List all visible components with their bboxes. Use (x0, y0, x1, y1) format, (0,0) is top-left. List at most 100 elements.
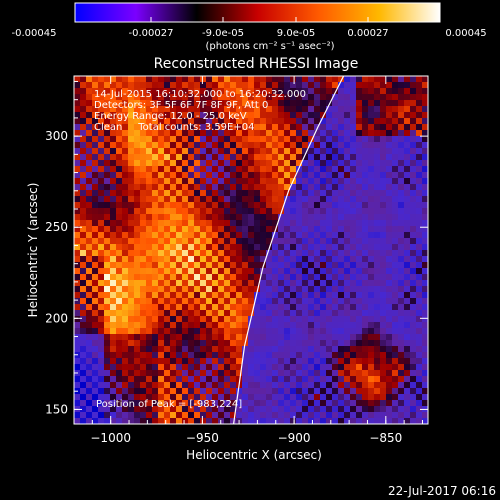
heatmap-pixel (188, 94, 195, 101)
heatmap-pixel (242, 106, 249, 113)
heatmap-pixel (194, 244, 201, 251)
heatmap-pixel (152, 136, 159, 143)
heatmap-pixel (284, 106, 291, 113)
heatmap-pixel (242, 388, 249, 395)
heatmap-pixel (392, 412, 399, 419)
heatmap-pixel (338, 388, 345, 395)
heatmap-pixel (236, 148, 243, 155)
heatmap-pixel (326, 136, 333, 143)
heatmap-pixel (116, 268, 123, 275)
heatmap-pixel (344, 244, 351, 251)
heatmap-pixel (368, 112, 375, 119)
heatmap-pixel (368, 292, 375, 299)
heatmap-pixel (254, 220, 261, 227)
heatmap-pixel (302, 406, 309, 413)
heatmap-pixel (290, 238, 297, 245)
heatmap-pixel (350, 160, 357, 167)
heatmap-pixel (164, 388, 171, 395)
heatmap-pixel (260, 250, 267, 257)
heatmap-pixel (362, 328, 369, 335)
heatmap-pixel (224, 370, 231, 377)
heatmap-pixel (374, 142, 381, 149)
heatmap-pixel (266, 160, 273, 167)
heatmap-pixel (128, 124, 135, 131)
heatmap-pixel (344, 328, 351, 335)
heatmap-pixel (122, 214, 129, 221)
heatmap-pixel (128, 316, 135, 323)
heatmap-pixel (140, 112, 147, 119)
heatmap-pixel (218, 346, 225, 353)
heatmap-pixel (398, 124, 405, 131)
heatmap-pixel (356, 106, 363, 113)
heatmap-pixel (410, 364, 417, 371)
heatmap-pixel (224, 82, 231, 89)
heatmap-pixel (158, 166, 165, 173)
heatmap-pixel (176, 268, 183, 275)
heatmap-pixel (380, 382, 387, 389)
heatmap-pixel (320, 376, 327, 383)
heatmap-pixel (236, 250, 243, 257)
heatmap-pixel (266, 394, 273, 401)
heatmap-pixel (92, 136, 99, 143)
heatmap-pixel (92, 184, 99, 191)
heatmap-pixel (314, 280, 321, 287)
heatmap-pixel (392, 316, 399, 323)
heatmap-pixel (164, 172, 171, 179)
heatmap-pixel (404, 160, 411, 167)
heatmap-pixel (206, 94, 213, 101)
heatmap-pixel (356, 286, 363, 293)
heatmap-pixel (392, 130, 399, 137)
heatmap-pixel (158, 220, 165, 227)
heatmap-pixel (404, 262, 411, 269)
heatmap-pixel (140, 202, 147, 209)
heatmap-pixel (98, 370, 105, 377)
heatmap-pixel (140, 406, 147, 413)
heatmap-pixel (410, 358, 417, 365)
heatmap-pixel (122, 190, 129, 197)
heatmap-pixel (146, 82, 153, 89)
heatmap-pixel (224, 172, 231, 179)
heatmap-pixel (266, 142, 273, 149)
heatmap-pixel (416, 298, 423, 305)
heatmap-pixel (338, 166, 345, 173)
heatmap-pixel (260, 412, 267, 419)
heatmap-pixel (98, 304, 105, 311)
heatmap-pixel (152, 208, 159, 215)
heatmap-pixel (128, 280, 135, 287)
heatmap-pixel (422, 262, 428, 269)
heatmap-pixel (224, 250, 231, 257)
heatmap-pixel (110, 304, 117, 311)
heatmap-pixel (362, 88, 369, 95)
heatmap-pixel (218, 130, 225, 137)
heatmap-pixel (314, 166, 321, 173)
heatmap-pixel (152, 280, 159, 287)
heatmap-pixel (404, 304, 411, 311)
colorbar-tick-label: 0.00027 (347, 28, 388, 39)
heatmap-pixel (152, 382, 159, 389)
heatmap-pixel (392, 184, 399, 191)
heatmap-pixel (212, 238, 219, 245)
heatmap-pixel (272, 88, 279, 95)
heatmap-pixel (80, 376, 87, 383)
heatmap-pixel (170, 268, 177, 275)
heatmap-pixel (236, 118, 243, 125)
heatmap-pixel (212, 142, 219, 149)
heatmap-pixel (206, 88, 213, 95)
heatmap-pixel (338, 418, 345, 424)
heatmap-pixel (146, 358, 153, 365)
heatmap-pixel (278, 226, 285, 233)
heatmap-pixel (128, 148, 135, 155)
heatmap-pixel (254, 166, 261, 173)
heatmap-pixel (200, 268, 207, 275)
heatmap-pixel (374, 172, 381, 179)
heatmap-pixel (422, 394, 428, 401)
heatmap-pixel (386, 304, 393, 311)
heatmap-pixel (146, 208, 153, 215)
heatmap-pixel (380, 352, 387, 359)
heatmap-pixel (188, 118, 195, 125)
heatmap-pixel (146, 166, 153, 173)
heatmap-pixel (374, 154, 381, 161)
heatmap-pixel (416, 286, 423, 293)
heatmap-pixel (104, 412, 111, 419)
heatmap-pixel (80, 250, 87, 257)
